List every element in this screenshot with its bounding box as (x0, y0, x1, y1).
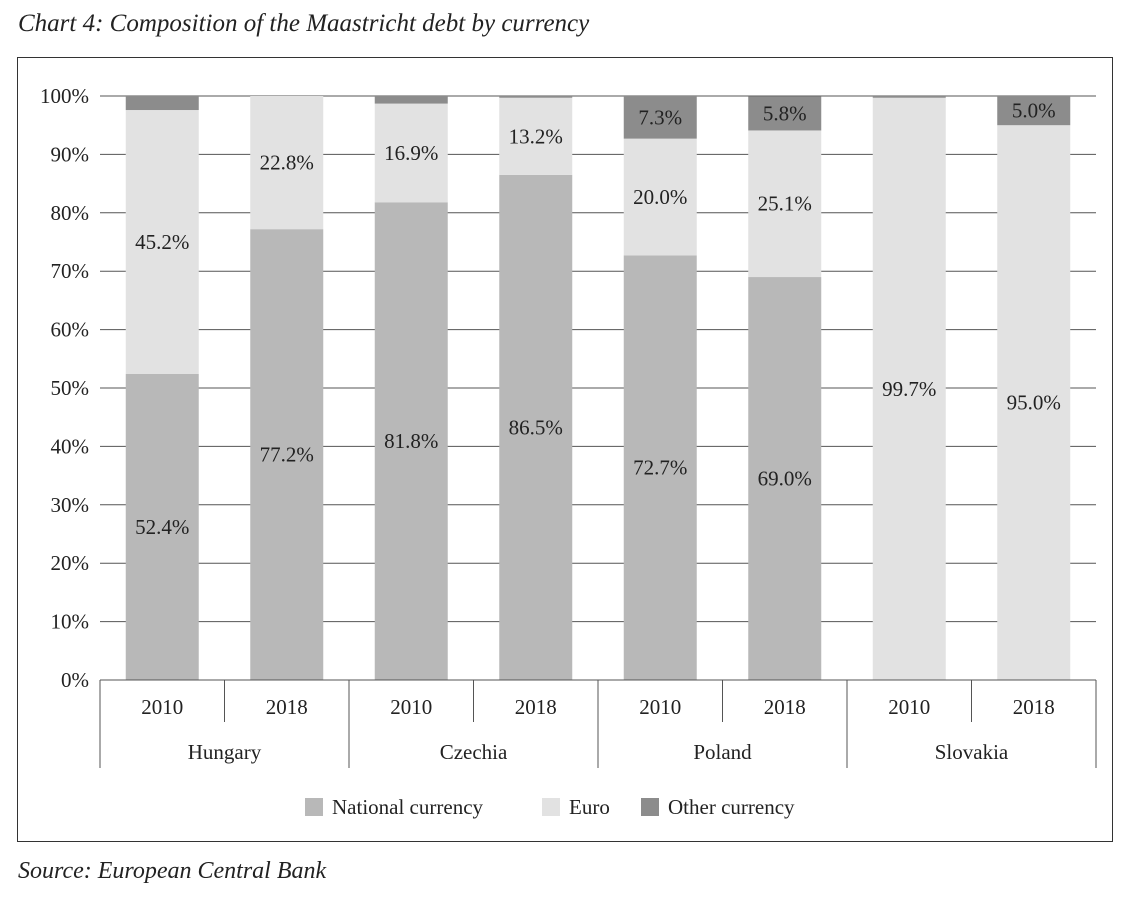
group-label-czechia: Czechia (440, 740, 508, 764)
data-label: 69.0% (758, 467, 812, 491)
legend-label: Euro (569, 795, 610, 819)
chart-title: Chart 4: Composition of the Maastricht d… (18, 10, 590, 37)
x-tick-label: 2010 (639, 695, 681, 719)
bar-segment-other-currency (499, 96, 573, 98)
data-label: 5.8% (763, 102, 807, 126)
x-tick-label: 2018 (266, 695, 308, 719)
y-tick-label: 30% (51, 493, 90, 517)
bar-segment-other-currency (125, 96, 199, 111)
y-tick-label: 0% (61, 668, 89, 692)
group-label-poland: Poland (693, 740, 752, 764)
bar-segment-national-currency (748, 277, 822, 680)
data-label: 99.7% (882, 377, 936, 401)
bar-segment-national-currency (125, 373, 199, 680)
y-tick-label: 40% (51, 434, 90, 458)
bar-segment-other-currency (748, 96, 822, 131)
bar-segment-euro (125, 110, 199, 374)
bar-segment-euro (872, 97, 946, 680)
bar-segment-euro (748, 130, 822, 278)
bar-segment-euro (499, 97, 573, 175)
group-label-slovakia: Slovakia (935, 740, 1009, 764)
bar-segment-national-currency (499, 174, 573, 680)
legend-label: Other currency (668, 795, 795, 819)
y-tick-label: 50% (51, 376, 90, 400)
bar-segment-other-currency (872, 96, 946, 98)
bar-segment-other-currency (623, 96, 697, 139)
bar-segment-other-currency (374, 96, 448, 104)
y-tick-label: 10% (51, 610, 90, 634)
legend-label: National currency (332, 795, 484, 819)
bar-segment-other-currency (997, 96, 1071, 126)
data-label: 22.8% (260, 151, 314, 175)
legend-swatch (542, 798, 560, 816)
bar-segment-euro (623, 138, 697, 256)
data-label: 7.3% (638, 105, 682, 129)
bar-segment-national-currency (623, 255, 697, 680)
x-tick-label: 2018 (1013, 695, 1055, 719)
group-label-hungary: Hungary (188, 740, 262, 764)
data-label: 52.4% (135, 515, 189, 539)
data-label: 81.8% (384, 429, 438, 453)
bar-segment-euro (997, 125, 1071, 680)
x-tick-label: 2010 (141, 695, 183, 719)
x-tick-label: 2018 (764, 695, 806, 719)
data-label: 72.7% (633, 456, 687, 480)
y-tick-label: 100% (40, 84, 89, 108)
y-tick-label: 60% (51, 318, 90, 342)
bar-segment-euro (374, 103, 448, 203)
x-tick-label: 2010 (888, 695, 930, 719)
bar-segment-national-currency (374, 202, 448, 680)
data-label: 86.5% (509, 415, 563, 439)
bar-segment-national-currency (250, 229, 324, 681)
data-label: 5.0% (1012, 99, 1056, 123)
y-tick-label: 80% (51, 201, 90, 225)
bar-segment-euro (250, 96, 324, 230)
data-label: 77.2% (260, 443, 314, 467)
chart-frame (17, 57, 1113, 842)
x-tick-label: 2010 (390, 695, 432, 719)
y-tick-label: 90% (51, 142, 90, 166)
data-label: 25.1% (758, 192, 812, 216)
data-label: 95.0% (1007, 391, 1061, 415)
data-label: 13.2% (509, 124, 563, 148)
chart-source: Source: European Central Bank (18, 858, 327, 884)
data-label: 20.0% (633, 185, 687, 209)
data-label: 16.9% (384, 141, 438, 165)
legend-swatch (305, 798, 323, 816)
data-label: 45.2% (135, 230, 189, 254)
x-tick-label: 2018 (515, 695, 557, 719)
legend-swatch (641, 798, 659, 816)
y-tick-label: 70% (51, 259, 90, 283)
y-tick-label: 20% (51, 551, 90, 575)
